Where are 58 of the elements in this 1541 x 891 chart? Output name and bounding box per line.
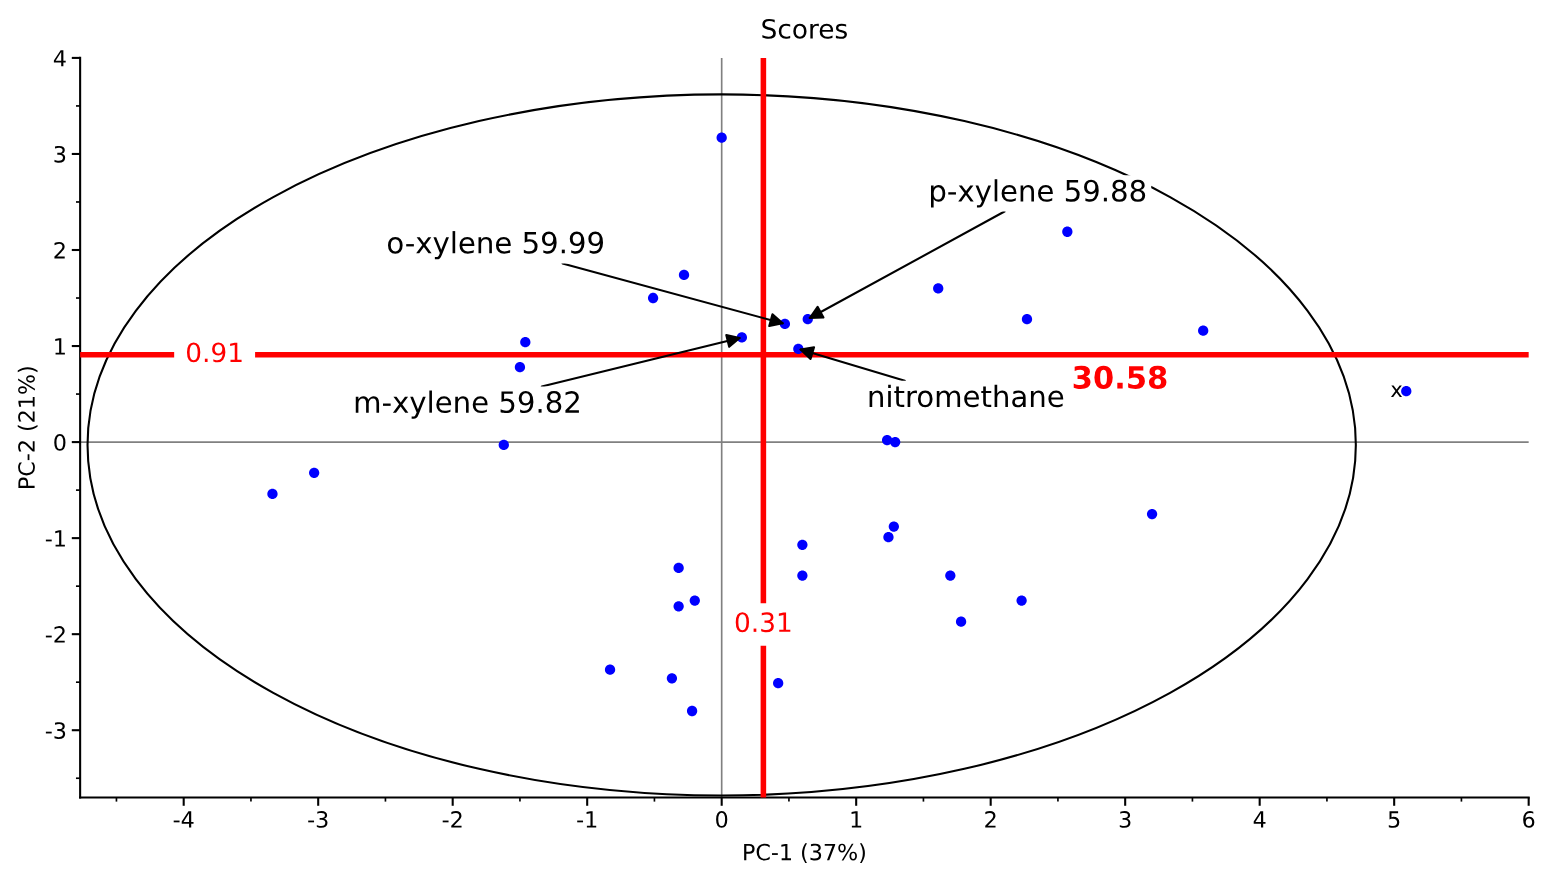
point — [267, 488, 278, 500]
point — [1401, 386, 1412, 397]
chart-title: Scores — [762, 18, 847, 39]
x-tick-label: 2 — [985, 811, 996, 828]
point — [933, 283, 944, 294]
x-tick-label: -1 — [577, 811, 597, 828]
y-tick-label: -3 — [45, 722, 66, 739]
point — [1198, 325, 1209, 336]
annotation: m-xylene 59.82 — [355, 390, 579, 419]
x-axis-title: PC-1 (37%) — [744, 843, 865, 864]
x-tick-label: -4 — [173, 811, 194, 828]
annotation: o-xylene 59.99 — [387, 231, 604, 260]
point — [666, 673, 678, 684]
point — [673, 562, 684, 574]
point — [514, 362, 526, 373]
x-tick-label: 5 — [1388, 811, 1400, 828]
point — [1021, 314, 1033, 325]
point — [716, 132, 727, 143]
point — [1146, 508, 1158, 520]
annotation: p-xylene 59.88 — [931, 179, 1146, 208]
point — [1062, 226, 1073, 237]
y-axis-title: PC-2 (21%) — [17, 367, 38, 488]
x-tick-label: -2 — [442, 811, 462, 828]
point — [689, 595, 700, 606]
point — [773, 678, 784, 689]
point — [673, 601, 684, 612]
ref-line-label: 0.91 — [186, 342, 242, 363]
x-tick-label: 1 — [851, 811, 862, 828]
x-tick-label: 3 — [1119, 811, 1131, 828]
annotation: nitromethane 30.58 — [869, 365, 1167, 408]
point — [797, 570, 808, 581]
annotation: x — [1390, 385, 1403, 397]
point — [309, 467, 320, 478]
point — [1016, 595, 1027, 606]
ref-line-label: 0.31 — [735, 612, 791, 633]
point — [945, 570, 956, 581]
point — [678, 269, 690, 281]
point — [647, 292, 659, 304]
point — [955, 616, 967, 627]
x-tick-label: -3 — [308, 811, 328, 828]
point — [686, 705, 698, 717]
point — [883, 532, 894, 543]
point — [888, 521, 899, 532]
y-tick-label: -2 — [45, 626, 65, 643]
y-tick-label: 0 — [54, 434, 66, 451]
point — [890, 436, 901, 448]
y-tick-label: 4 — [53, 50, 66, 67]
y-tick-label: -1 — [45, 530, 65, 547]
point — [797, 539, 808, 550]
x-tick-label: 6 — [1523, 811, 1535, 828]
y-tick-label: 3 — [54, 145, 66, 163]
point — [498, 439, 509, 451]
point — [604, 664, 616, 675]
x-tick-label: 4 — [1253, 811, 1266, 828]
y-tick-label: 1 — [55, 338, 65, 355]
y-tick-label: 2 — [54, 241, 65, 259]
point — [520, 337, 531, 348]
x-tick-label: 0 — [716, 811, 728, 828]
